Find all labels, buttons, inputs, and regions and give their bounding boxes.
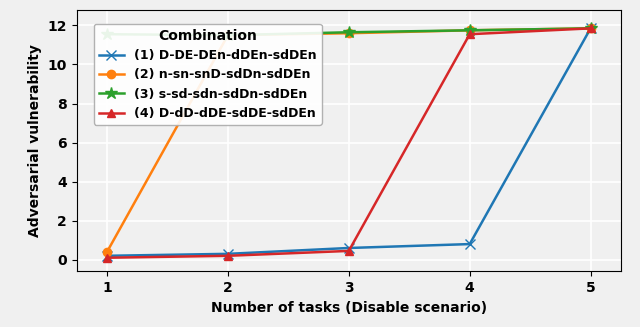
(2) n-sn-snD-sdDn-sdDEn bbox=[587, 26, 595, 30]
(4) D-dD-dDE-sdDE-sdDEn bbox=[224, 254, 232, 258]
Line: (2) n-sn-snD-sdDn-sdDEn: (2) n-sn-snD-sdDn-sdDEn bbox=[103, 24, 595, 256]
(4) D-dD-dDE-sdDE-sdDEn bbox=[587, 26, 595, 30]
(2) n-sn-snD-sdDn-sdDEn bbox=[103, 250, 111, 254]
(1) D-DE-DEn-dDEn-sdDEn bbox=[345, 246, 353, 250]
(3) s-sd-sdn-sdDn-sdDEn bbox=[466, 28, 474, 32]
(1) D-DE-DEn-dDEn-sdDEn bbox=[466, 242, 474, 246]
(3) s-sd-sdn-sdDn-sdDEn bbox=[103, 32, 111, 36]
(2) n-sn-snD-sdDn-sdDEn bbox=[224, 33, 232, 37]
(1) D-DE-DEn-dDEn-sdDEn bbox=[224, 252, 232, 256]
(2) n-sn-snD-sdDn-sdDEn bbox=[345, 31, 353, 35]
X-axis label: Number of tasks (Disable scenario): Number of tasks (Disable scenario) bbox=[211, 301, 487, 315]
(1) D-DE-DEn-dDEn-sdDEn bbox=[103, 254, 111, 258]
(3) s-sd-sdn-sdDn-sdDEn bbox=[587, 26, 595, 30]
Line: (1) D-DE-DEn-dDEn-sdDEn: (1) D-DE-DEn-dDEn-sdDEn bbox=[102, 24, 595, 261]
Line: (3) s-sd-sdn-sdDn-sdDEn: (3) s-sd-sdn-sdDn-sdDEn bbox=[100, 22, 597, 42]
(4) D-dD-dDE-sdDE-sdDEn bbox=[466, 32, 474, 36]
(4) D-dD-dDE-sdDE-sdDEn bbox=[345, 249, 353, 253]
(4) D-dD-dDE-sdDE-sdDEn bbox=[103, 256, 111, 260]
Legend: (1) D-DE-DEn-dDEn-sdDEn, (2) n-sn-snD-sdDn-sdDEn, (3) s-sd-sdn-sdDn-sdDEn, (4) D: (1) D-DE-DEn-dDEn-sdDEn, (2) n-sn-snD-sd… bbox=[94, 24, 321, 125]
(1) D-DE-DEn-dDEn-sdDEn bbox=[587, 26, 595, 30]
(2) n-sn-snD-sdDn-sdDEn bbox=[466, 28, 474, 32]
Y-axis label: Adversarial vulnerability: Adversarial vulnerability bbox=[28, 44, 42, 237]
(3) s-sd-sdn-sdDn-sdDEn bbox=[224, 33, 232, 37]
Line: (4) D-dD-dDE-sdDE-sdDEn: (4) D-dD-dDE-sdDE-sdDEn bbox=[103, 24, 595, 262]
(3) s-sd-sdn-sdDn-sdDEn bbox=[345, 30, 353, 34]
